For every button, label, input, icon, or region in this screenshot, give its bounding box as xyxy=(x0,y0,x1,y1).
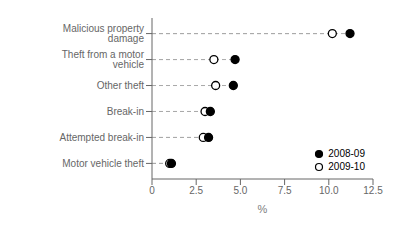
svg-text:7.5: 7.5 xyxy=(278,185,292,196)
svg-text:Attempted break-in: Attempted break-in xyxy=(60,132,145,143)
svg-text:0: 0 xyxy=(149,185,155,196)
svg-text:Motor vehicle theft: Motor vehicle theft xyxy=(62,158,144,169)
svg-text:10.0: 10.0 xyxy=(319,185,339,196)
svg-text:Other theft: Other theft xyxy=(97,80,144,91)
html-text:2008-09: 2008-09 xyxy=(328,148,365,159)
svg-text:Theft from a motorvehicle: Theft from a motorvehicle xyxy=(62,49,145,70)
svg-text:5.0: 5.0 xyxy=(233,185,247,196)
svg-text:12.5: 12.5 xyxy=(363,185,383,196)
html-text:2009-10: 2009-10 xyxy=(328,161,365,172)
svg-text:Break-in: Break-in xyxy=(107,106,144,117)
svg-text:%: % xyxy=(258,203,268,215)
svg-text:2.5: 2.5 xyxy=(189,185,203,196)
svg-text:Malicious propertydamage: Malicious propertydamage xyxy=(63,23,145,44)
